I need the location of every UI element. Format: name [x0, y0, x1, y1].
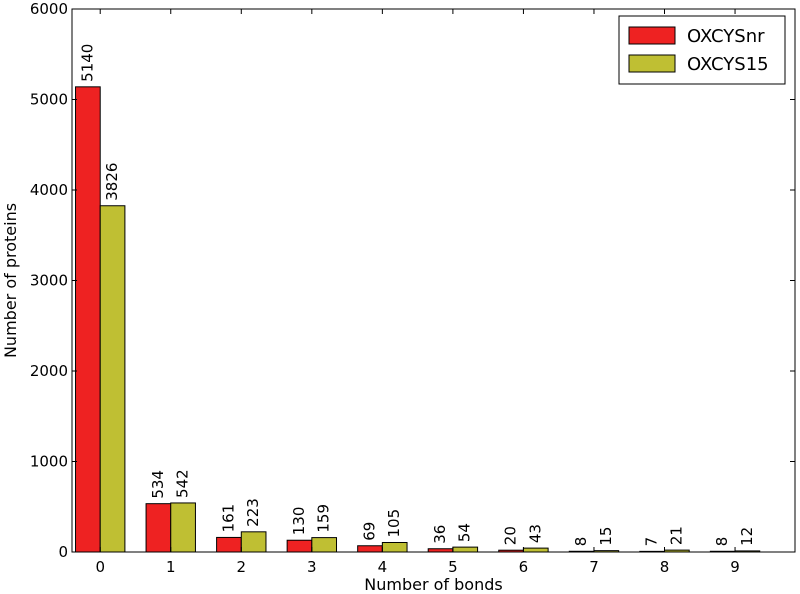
x-tick-label-1: 1 — [166, 558, 176, 576]
data-label-oxcys15-3: 159 — [315, 504, 333, 533]
bar-oxcys15-0 — [99, 205, 126, 553]
bar-oxcys15-3 — [311, 537, 338, 553]
data-label-oxcys15-5: 54 — [456, 523, 474, 542]
bars-layer — [75, 86, 761, 553]
bar-oxcys15-1 — [170, 502, 196, 553]
y-axis-label: Number of proteins — [1, 203, 20, 358]
y-tick-label-3000: 3000 — [30, 272, 68, 290]
bar-oxcys15-5 — [452, 546, 479, 553]
bar-oxcysnr-2 — [216, 536, 242, 553]
bar-oxcysnr-3 — [286, 539, 313, 553]
y-tick-label-2000: 2000 — [30, 362, 68, 380]
x-tick-label-4: 4 — [378, 558, 388, 576]
bar-oxcysnr-1 — [145, 503, 172, 553]
y-tick-label-6000: 6000 — [30, 0, 68, 18]
bar-oxcys15-4 — [381, 541, 408, 553]
legend-swatch-oxcysnr — [628, 26, 676, 45]
data-label-oxcys15-7: 15 — [597, 527, 615, 546]
data-label-oxcys15-4: 105 — [385, 509, 403, 538]
data-label-oxcysnr-9: 8 — [713, 537, 731, 547]
bar-oxcys15-2 — [240, 531, 267, 553]
x-axis-label: Number of bonds — [364, 575, 502, 594]
data-label-oxcysnr-2: 161 — [219, 504, 237, 533]
data-label-oxcys15-2: 223 — [244, 498, 262, 527]
bar-oxcysnr-4 — [357, 545, 383, 553]
data-label-oxcysnr-5: 36 — [431, 525, 449, 544]
x-tick-label-0: 0 — [95, 558, 105, 576]
y-tick-label-4000: 4000 — [30, 181, 68, 199]
x-tick-label-9: 9 — [730, 558, 740, 576]
x-tick-label-5: 5 — [448, 558, 458, 576]
x-tick-label-2: 2 — [237, 558, 247, 576]
x-tick-label-3: 3 — [307, 558, 317, 576]
y-tick-label-5000: 5000 — [30, 91, 68, 109]
x-tick-label-7: 7 — [589, 558, 599, 576]
data-label-oxcysnr-0: 5140 — [78, 44, 96, 82]
data-label-oxcys15-0: 3826 — [103, 163, 121, 201]
y-tick-label-0: 0 — [58, 543, 68, 561]
data-label-oxcys15-1: 542 — [174, 469, 192, 498]
legend-label-oxcysnr: OXCYSnr — [687, 26, 765, 47]
data-label-oxcysnr-6: 20 — [502, 526, 520, 545]
data-label-oxcys15-9: 12 — [738, 527, 756, 546]
data-label-oxcysnr-7: 8 — [572, 537, 590, 547]
data-label-oxcysnr-8: 7 — [643, 537, 661, 547]
data-label-oxcysnr-4: 69 — [361, 522, 379, 541]
data-label-oxcys15-6: 43 — [526, 524, 544, 543]
y-tick-label-1000: 1000 — [30, 453, 68, 471]
x-tick-label-8: 8 — [660, 558, 670, 576]
bar-oxcys15-6 — [522, 547, 549, 553]
data-label-oxcysnr-3: 130 — [290, 507, 308, 536]
x-tick-label-6: 6 — [519, 558, 529, 576]
data-label-oxcysnr-1: 534 — [149, 470, 167, 499]
data-label-oxcys15-8: 21 — [667, 526, 685, 545]
legend-label-oxcys15: OXCYS15 — [687, 54, 769, 75]
legend-swatch-oxcys15 — [628, 54, 676, 73]
data-labels-layer: 5140 534 161 130 69 36 20 8 7 8 3826 542 223 159 105 54… — [78, 44, 756, 547]
legend: OXCYSnr OXCYS15 — [618, 15, 786, 85]
bar-oxcysnr-0 — [75, 86, 101, 553]
